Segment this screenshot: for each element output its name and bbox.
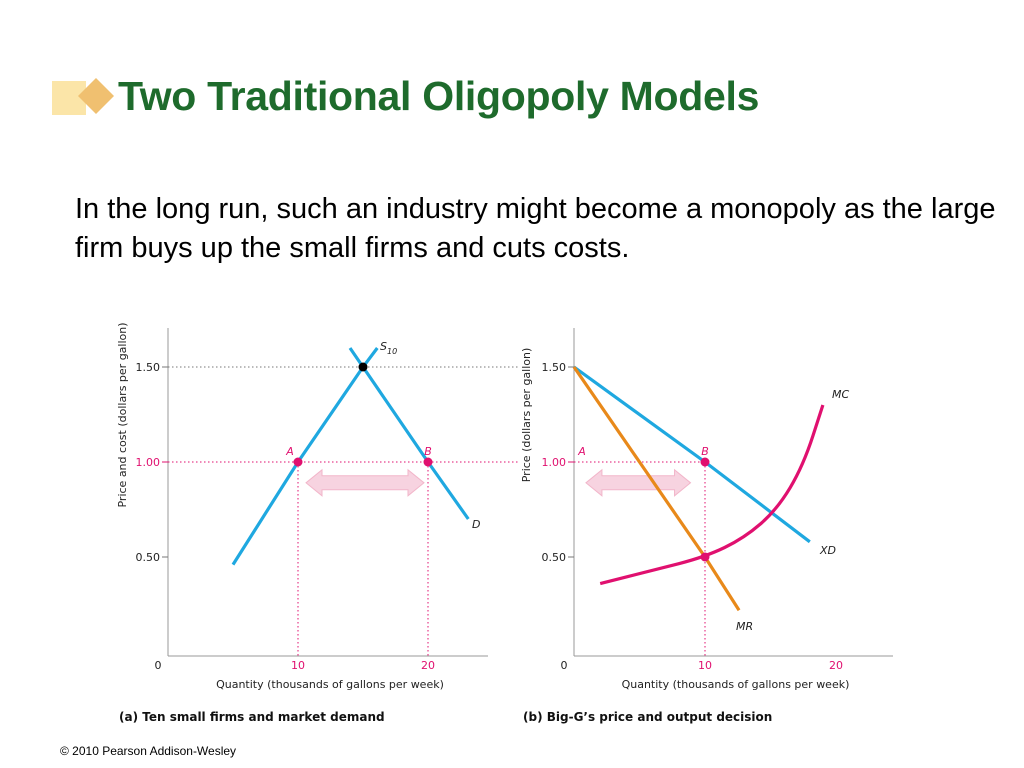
- point-dot: [700, 457, 710, 467]
- x-tick-label: 20: [421, 659, 435, 672]
- point-dot: [358, 362, 368, 372]
- point-label: A: [285, 445, 294, 458]
- point-dot: [423, 457, 433, 467]
- x-tick-label: 10: [698, 659, 712, 672]
- x-axis-title: Quantity (thousands of gallons per week): [216, 678, 444, 691]
- x-tick-label: 10: [291, 659, 305, 672]
- curve-label-mr: MR: [736, 620, 753, 633]
- chart-a: 0.50 1.00 1.50 0 10 20 Quantity (thousands of …: [116, 322, 518, 724]
- curve-label-xd: XD: [819, 544, 836, 557]
- body-text: In the long run, such an industry might …: [75, 193, 996, 264]
- y-tick-label: 1.50: [136, 361, 161, 374]
- chart-caption: (a) Ten small firms and market demand: [119, 710, 385, 724]
- curve-mc: [599, 404, 825, 586]
- double-arrow: [305, 468, 425, 497]
- y-tick-label: 0.50: [542, 551, 567, 564]
- curve-xd: [573, 365, 811, 544]
- copyright: © 2010 Pearson Addison-Wesley: [60, 744, 237, 758]
- y-axis-title: Price (dollars per gallon): [520, 348, 533, 483]
- x-tick-label: 0: [561, 659, 568, 672]
- double-arrow: [585, 468, 692, 497]
- y-tick-label: 1.00: [136, 456, 161, 469]
- y-tick-label: 1.50: [542, 361, 567, 374]
- x-tick-label: 0: [155, 659, 162, 672]
- point-label: B: [701, 445, 709, 458]
- x-tick-label: 20: [829, 659, 843, 672]
- chart-caption: (b) Big-G’s price and output decision: [523, 710, 772, 724]
- curve-s10: [231, 347, 379, 566]
- point-dot: [700, 552, 710, 562]
- point-label: A: [577, 445, 586, 458]
- point-label: B: [424, 445, 432, 458]
- charts-area: 0.50 1.00 1.50 0 10 20 Quantity (thousands of …: [116, 322, 893, 724]
- slide-title: Two Traditional Oligopoly Models: [118, 73, 760, 119]
- y-axis-title: Price and cost (dollars per gallon): [116, 322, 129, 507]
- y-tick-label: 0.50: [136, 551, 161, 564]
- x-axis-title: Quantity (thousands of gallons per week): [622, 678, 850, 691]
- point-dot: [293, 457, 303, 467]
- curve-label-mc: MC: [832, 388, 849, 401]
- chart-b: 0.50 1.00 1.50 0 10 20 Quantity (thousands of …: [520, 328, 893, 724]
- y-tick-label: 1.00: [542, 456, 567, 469]
- curve-label-s10: S10: [380, 340, 397, 356]
- title-diamond-icon: [52, 78, 114, 115]
- curve-label-d: D: [472, 518, 480, 531]
- curve-d: [348, 347, 470, 520]
